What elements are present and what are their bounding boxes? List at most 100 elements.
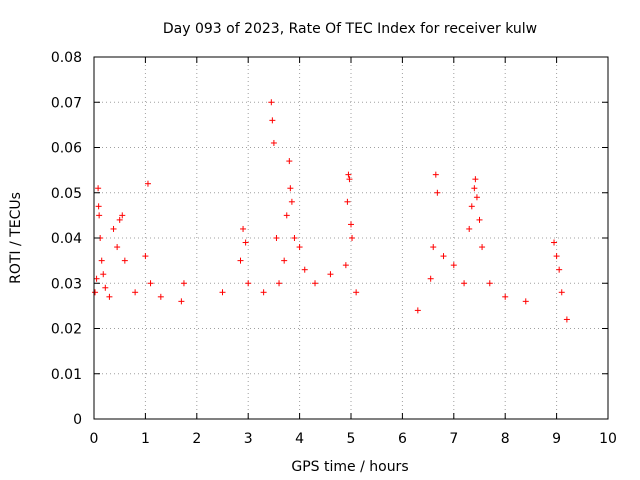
data-point xyxy=(312,280,319,287)
y-tick-label: 0 xyxy=(73,412,82,428)
data-point xyxy=(93,275,100,282)
data-point xyxy=(502,293,509,300)
x-tick-label: 3 xyxy=(244,431,253,447)
x-tick-label: 5 xyxy=(347,431,356,447)
data-point xyxy=(142,253,149,260)
y-tick-label: 0.02 xyxy=(51,322,82,338)
data-point xyxy=(273,235,280,241)
data-point xyxy=(353,289,360,296)
y-tick-label: 0.05 xyxy=(51,186,82,202)
data-point xyxy=(219,289,226,296)
y-tick-label: 0.06 xyxy=(51,141,82,157)
data-point xyxy=(96,212,103,219)
data-point xyxy=(414,307,421,314)
data-point xyxy=(432,171,439,178)
data-point xyxy=(342,262,349,269)
data-point xyxy=(471,185,478,192)
data-point xyxy=(180,280,187,287)
data-point xyxy=(473,194,480,201)
data-points xyxy=(92,99,570,323)
data-point xyxy=(349,235,356,241)
data-point xyxy=(551,239,558,246)
data-point xyxy=(260,289,267,296)
x-tick-label: 0 xyxy=(90,431,99,447)
data-point xyxy=(276,280,283,287)
data-point xyxy=(430,244,437,251)
x-tick-label: 4 xyxy=(295,431,304,447)
data-point xyxy=(237,257,244,264)
data-point xyxy=(147,280,154,287)
data-point xyxy=(440,253,447,260)
data-point xyxy=(287,185,294,192)
data-point xyxy=(286,158,293,165)
data-point xyxy=(157,293,164,300)
data-point xyxy=(240,225,247,232)
data-point xyxy=(427,275,434,282)
data-point xyxy=(106,293,113,300)
data-point xyxy=(556,266,563,273)
data-point xyxy=(110,225,117,232)
grid-layer xyxy=(94,57,608,419)
y-tick-label: 0.07 xyxy=(51,95,82,111)
data-point xyxy=(466,225,473,232)
x-tick-label: 9 xyxy=(552,431,561,447)
data-point xyxy=(98,257,105,264)
data-point xyxy=(553,253,560,260)
y-tick-label: 0.01 xyxy=(51,367,82,383)
data-point xyxy=(283,212,290,219)
data-point xyxy=(270,139,277,146)
data-point xyxy=(116,216,123,223)
x-axis-label: GPS time / hours xyxy=(291,459,408,475)
x-tick-label: 7 xyxy=(449,431,458,447)
data-point xyxy=(245,280,252,287)
data-point xyxy=(558,289,565,296)
data-point xyxy=(476,216,483,223)
x-tick-labels: 0 1 2 3 4 5 6 7 8 9 10 xyxy=(90,431,617,447)
x-tick-label: 2 xyxy=(192,431,201,447)
data-point xyxy=(100,271,107,278)
data-point xyxy=(472,176,479,183)
data-point xyxy=(468,203,475,210)
data-point xyxy=(95,185,102,192)
data-point xyxy=(121,257,128,264)
data-point xyxy=(144,180,151,187)
data-point xyxy=(288,198,295,205)
data-point xyxy=(434,189,441,196)
x-tick-label: 6 xyxy=(398,431,407,447)
y-tick-labels: 0 0.01 0.02 0.03 0.04 0.05 0.06 0.07 0.08 xyxy=(51,50,82,428)
y-tick-label: 0.03 xyxy=(51,276,82,292)
data-point xyxy=(242,239,249,246)
x-tick-label: 8 xyxy=(501,431,510,447)
data-point xyxy=(346,176,353,183)
x-tick-label: 1 xyxy=(141,431,150,447)
data-point xyxy=(345,171,352,178)
data-point xyxy=(95,203,102,210)
data-point xyxy=(450,262,457,269)
data-point xyxy=(479,244,486,251)
data-point xyxy=(486,280,493,287)
data-point xyxy=(301,266,308,273)
y-tick-label: 0.04 xyxy=(51,231,82,247)
data-point xyxy=(563,316,570,323)
y-axis-label: ROTI / TECUs xyxy=(8,192,24,284)
data-point xyxy=(348,221,354,228)
data-point xyxy=(461,280,468,287)
data-point xyxy=(178,298,185,305)
data-point xyxy=(119,212,126,219)
axis-ticks xyxy=(93,56,609,420)
data-point xyxy=(268,99,275,106)
data-point xyxy=(327,271,334,278)
y-tick-label: 0.08 xyxy=(51,50,82,66)
data-point xyxy=(114,244,121,251)
x-tick-label: 10 xyxy=(599,431,617,447)
data-point xyxy=(92,289,99,296)
data-point xyxy=(132,289,139,296)
data-point xyxy=(102,284,109,291)
data-point xyxy=(344,198,351,205)
chart-title: Day 093 of 2023, Rate Of TEC Index for r… xyxy=(163,21,537,37)
data-point xyxy=(291,235,298,241)
data-point xyxy=(296,244,303,251)
data-point xyxy=(269,117,276,124)
data-point xyxy=(522,298,529,305)
